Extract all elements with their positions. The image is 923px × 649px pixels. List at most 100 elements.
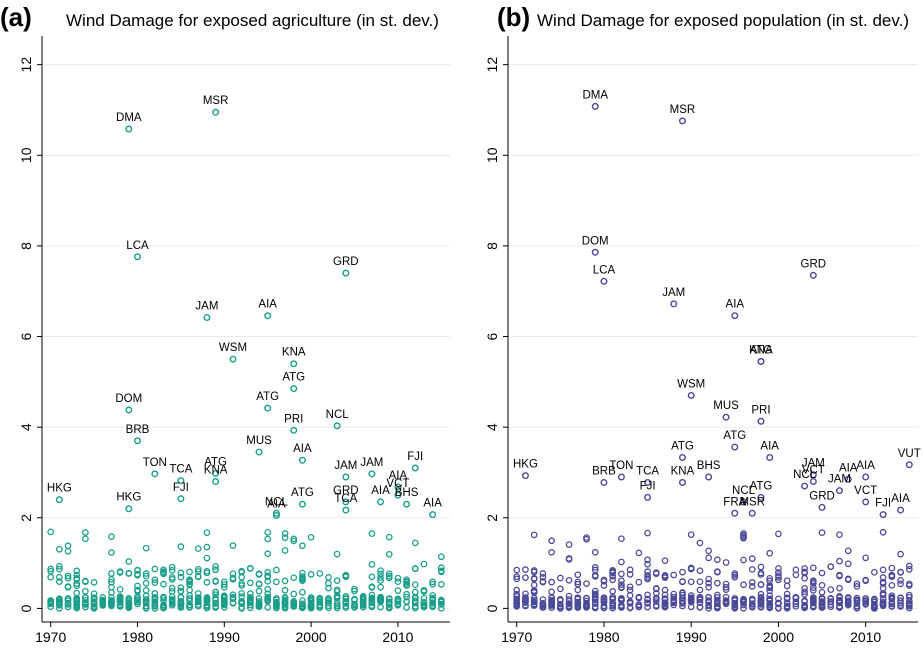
- panel-b-point: [888, 564, 896, 572]
- panel-a-point: [160, 593, 167, 601]
- panel-a-point: [238, 593, 246, 601]
- panel-b-point: [844, 576, 852, 584]
- panel-a-point: [82, 529, 89, 536]
- panel-b-point: [897, 576, 904, 584]
- panel-b-point-label: FJI: [640, 480, 656, 492]
- panel-a-point: [82, 600, 89, 608]
- panel-b-point: [853, 604, 861, 612]
- panel-b-point: [591, 573, 599, 580]
- panel-b-point-label: DMA: [582, 89, 608, 101]
- panel-a-point: [299, 597, 306, 604]
- panel-a-point: [255, 602, 263, 609]
- panel-a-labeled-point: [342, 498, 350, 506]
- panel-a-point: [82, 587, 89, 595]
- panel-b-labeled-point: [809, 271, 817, 279]
- panel-a-point-label: TON: [143, 457, 167, 469]
- panel-a-point: [212, 578, 219, 585]
- panel-a-point: [359, 601, 367, 609]
- panel-b-point: [626, 570, 634, 578]
- panel-a-labeled-point: [177, 477, 185, 485]
- panel-b-point: [548, 578, 555, 586]
- panel-b-point: [618, 583, 625, 591]
- panel-b-point: [539, 570, 547, 577]
- panel-b-labeled-point: [678, 117, 686, 125]
- panel-a-point: [134, 600, 141, 608]
- panel-b-point-label: AIA: [726, 299, 745, 311]
- panel-a-letter: (a): [0, 2, 32, 32]
- panel-b-labeled-point: [801, 482, 809, 490]
- panel-a-point: [429, 592, 436, 599]
- panel-a-point: [281, 547, 289, 554]
- panel-a-point: [134, 594, 141, 601]
- panel-b-point-label: VUT: [898, 448, 921, 460]
- panel-a-point-label: JAM: [195, 301, 218, 313]
- panel-b-point: [548, 596, 555, 604]
- panel-a-point: [411, 581, 419, 589]
- panel-a-point: [203, 543, 211, 551]
- panel-b-point: [705, 579, 712, 587]
- panel-a-point: [116, 568, 124, 576]
- panel-b-point: [871, 568, 878, 576]
- panel-a-point: [403, 590, 410, 598]
- panel-a-point: [394, 587, 402, 594]
- panel-b-point: [783, 577, 791, 585]
- panel-a-point: [437, 598, 445, 605]
- panel-b-points: [513, 102, 913, 612]
- panel-b-point: [888, 603, 896, 610]
- panel-a-labeled-point: [290, 360, 298, 368]
- panel-b-point: [618, 558, 625, 566]
- panel-a-point-label: FJI: [407, 451, 423, 463]
- panel-b-point: [757, 569, 765, 577]
- panel-b-labeled-point: [687, 391, 695, 399]
- panel-a-point: [151, 579, 159, 586]
- panel-b-point: [766, 574, 774, 582]
- panel-a-point: [316, 604, 324, 611]
- panel-a-point-label: HKG: [47, 483, 72, 495]
- panel-a-point: [82, 596, 89, 604]
- panel-a-point: [220, 578, 228, 586]
- panel-b-point: [792, 594, 800, 601]
- panel-a-point: [151, 565, 159, 573]
- panel-a-point: [429, 596, 436, 603]
- panel-b-point: [705, 602, 712, 609]
- panel-a-point: [290, 535, 298, 543]
- panel-b-point: [844, 594, 852, 601]
- panel-a-point: [385, 572, 393, 580]
- panel-b-point: [836, 572, 843, 580]
- panel-a-point: [281, 530, 289, 537]
- panel-b-labeled-point: [644, 493, 652, 501]
- panel-a-x-tick-label: 1970: [35, 629, 66, 645]
- panel-a-point: [420, 560, 428, 568]
- panel-b-point: [775, 576, 782, 584]
- panel-b-labeled-point: [748, 509, 756, 517]
- panel-b: (b) Wind Damage for exposed population (…: [484, 2, 921, 645]
- panel-a-point: [116, 594, 124, 602]
- panel-b-point: [740, 596, 747, 604]
- panel-a-point: [125, 601, 133, 609]
- panel-b-point: [635, 578, 643, 586]
- panel-b-point: [609, 602, 617, 610]
- panel-a-point: [160, 580, 167, 588]
- panel-a-point-label: MUS: [246, 435, 272, 447]
- panel-a-x-tick-label: 1980: [122, 629, 153, 645]
- panel-a-point: [359, 593, 367, 600]
- panel-a-point: [73, 575, 81, 583]
- panel-b-labeled-point: [731, 509, 739, 517]
- panel-a-point: [186, 576, 193, 584]
- panel-b-point: [836, 584, 843, 592]
- panel-a-point: [151, 595, 159, 602]
- panel-a-point: [437, 568, 445, 576]
- panel-b-point: [766, 596, 774, 604]
- panel-b-point: [801, 574, 808, 582]
- panel-a-point: [142, 605, 150, 612]
- panel-a-point: [238, 582, 246, 589]
- panel-a-point-label: ATG: [282, 372, 305, 384]
- panel-b-point-label: WSM: [677, 378, 705, 390]
- panel-a-point: [177, 569, 185, 577]
- panel-a-point: [281, 534, 289, 542]
- panel-a-point: [73, 594, 81, 602]
- panel-a-y-tick-label: 4: [18, 423, 34, 431]
- panel-a-point: [203, 601, 211, 609]
- panel-b-x-tick-label: 2000: [763, 629, 794, 645]
- panel-b-point: [818, 529, 826, 536]
